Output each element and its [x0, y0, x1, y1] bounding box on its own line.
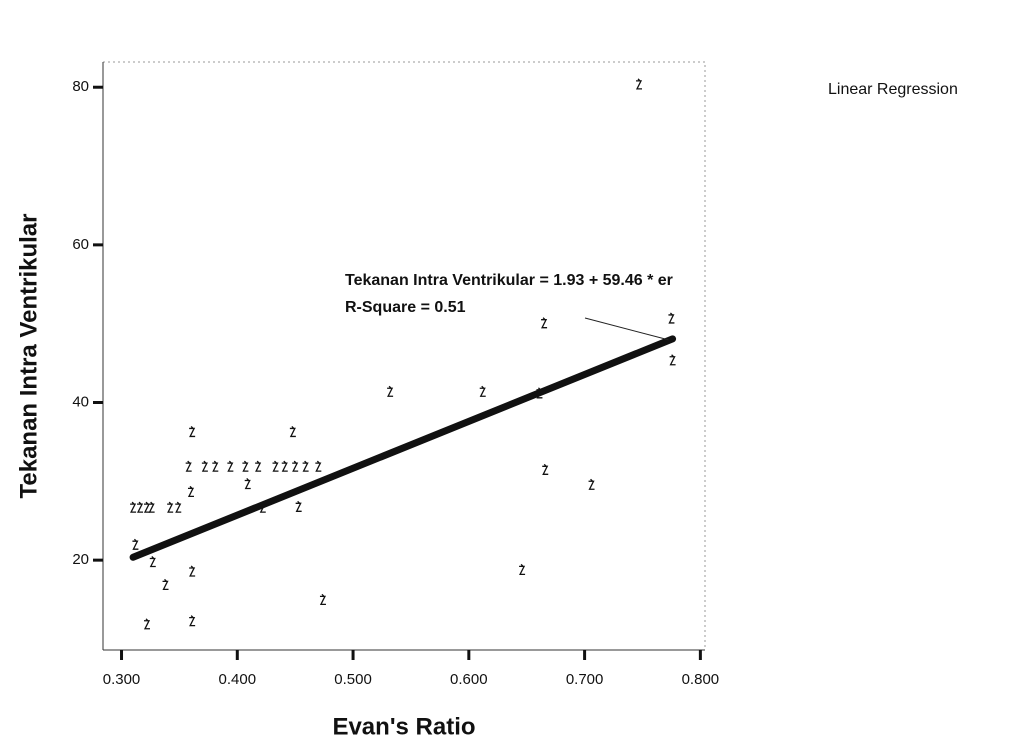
y-tick-label: 80 — [72, 78, 89, 95]
point — [137, 502, 143, 512]
point — [636, 79, 642, 89]
point — [542, 464, 548, 474]
point — [186, 461, 192, 471]
leader-line — [585, 318, 669, 340]
point — [150, 557, 156, 567]
x-tick-label: 0.400 — [219, 671, 257, 688]
x-axis-label: Evan's Ratio — [332, 713, 475, 740]
regression-line — [133, 339, 672, 557]
r-square: R-Square = 0.51 — [345, 299, 466, 316]
point — [668, 313, 674, 323]
point — [163, 579, 169, 589]
point — [188, 486, 194, 496]
point — [480, 386, 486, 396]
point — [292, 461, 298, 471]
x-tick-label: 0.600 — [450, 671, 488, 688]
point — [541, 318, 547, 328]
legend-label: Linear Regression — [828, 81, 958, 98]
point — [519, 564, 525, 574]
point — [387, 386, 393, 396]
point — [144, 619, 150, 629]
point — [132, 539, 138, 549]
plot-frame — [103, 62, 705, 650]
y-tick-label: 20 — [72, 551, 89, 568]
chart: Evan's Ratio Tekanan Intra Ventrikular L… — [0, 0, 1033, 744]
point — [167, 502, 173, 512]
point — [303, 461, 309, 471]
point — [670, 355, 676, 365]
point — [255, 461, 261, 471]
point — [202, 461, 208, 471]
point — [189, 426, 195, 436]
point — [227, 461, 233, 471]
x-tick-label: 0.500 — [334, 671, 372, 688]
point — [189, 566, 195, 576]
point — [315, 461, 321, 471]
point — [320, 594, 326, 604]
x-tick-label: 0.700 — [566, 671, 604, 688]
x-tick-label: 0.800 — [682, 671, 720, 688]
point — [130, 502, 136, 512]
y-tick-label: 40 — [72, 393, 89, 410]
point — [282, 461, 288, 471]
point — [242, 461, 248, 471]
point — [290, 426, 296, 436]
point — [272, 461, 278, 471]
equation: Tekanan Intra Ventrikular = 1.93 + 59.46… — [345, 272, 673, 289]
point — [296, 501, 302, 511]
point — [589, 479, 595, 489]
point — [149, 502, 155, 512]
point — [189, 616, 195, 626]
y-axis-label: Tekanan Intra Ventrikular — [15, 214, 42, 499]
y-tick-label: 60 — [72, 236, 89, 253]
point — [175, 502, 181, 512]
point — [212, 461, 218, 471]
point — [245, 478, 251, 488]
x-tick-label: 0.300 — [103, 671, 141, 688]
